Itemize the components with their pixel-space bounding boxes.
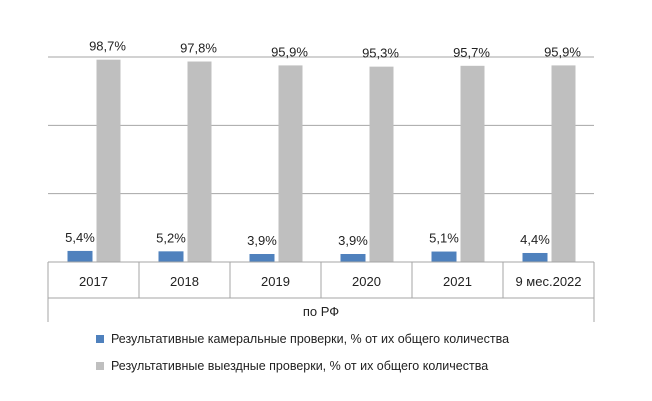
bar-series2-1: [187, 61, 212, 263]
data-label-series2-5: 95,9%: [544, 44, 581, 59]
bar-series2-3: [369, 66, 394, 262]
data-label-series1-3: 3,9%: [338, 233, 368, 248]
tick-label-5: 9 мес.2022: [515, 274, 581, 289]
bars: [67, 59, 576, 263]
data-label-series2-2: 95,9%: [271, 44, 308, 59]
bar-series1-5: [522, 252, 548, 262]
data-label-series1-5: 4,4%: [520, 232, 550, 247]
tick-label-3: 2020: [352, 274, 381, 289]
data-label-series1-4: 5,1%: [429, 231, 459, 246]
data-label-series2-0: 98,7%: [89, 39, 126, 54]
legend-label-2: Результативные выездные проверки, % от и…: [111, 359, 488, 373]
bar-series1-3: [340, 254, 366, 262]
bar-series2-5: [551, 65, 576, 262]
data-label-series2-4: 95,7%: [453, 45, 490, 60]
bar-series2-2: [278, 65, 303, 262]
bar-series1-2: [249, 254, 275, 262]
data-label-series2-1: 97,8%: [180, 41, 217, 56]
bar-series1-1: [158, 251, 184, 262]
legend-swatch-2: [96, 362, 104, 370]
tick-label-0: 2017: [79, 274, 108, 289]
tick-label-2: 2019: [261, 274, 290, 289]
legend-label-1: Результативные камеральные проверки, % о…: [111, 332, 509, 346]
group-label: по РФ: [303, 304, 339, 319]
data-label-series1-0: 5,4%: [65, 230, 95, 245]
bar-series2-4: [460, 65, 485, 262]
tick-label-1: 2018: [170, 274, 199, 289]
bar-series1-4: [431, 251, 457, 262]
bar-series2-0: [96, 59, 121, 262]
data-label-series1-2: 3,9%: [247, 233, 277, 248]
gridlines: [48, 56, 594, 195]
data-label-series2-3: 95,3%: [362, 46, 399, 61]
data-labels: 5,4% 98,7% 5,2% 97,8% 3,9% 95,9% 3,9% 95,3% 5,1%…: [65, 39, 581, 248]
legend-swatch-1: [96, 335, 104, 343]
tick-label-4: 2021: [443, 274, 472, 289]
bar-series1-0: [67, 250, 93, 262]
data-label-series1-1: 5,2%: [156, 230, 186, 245]
category-axis: 2017 2018 2019 2020 2021 9 мес.2022 по РФ: [47, 261, 595, 322]
legend: Результативные камеральные проверки, % о…: [96, 332, 509, 373]
